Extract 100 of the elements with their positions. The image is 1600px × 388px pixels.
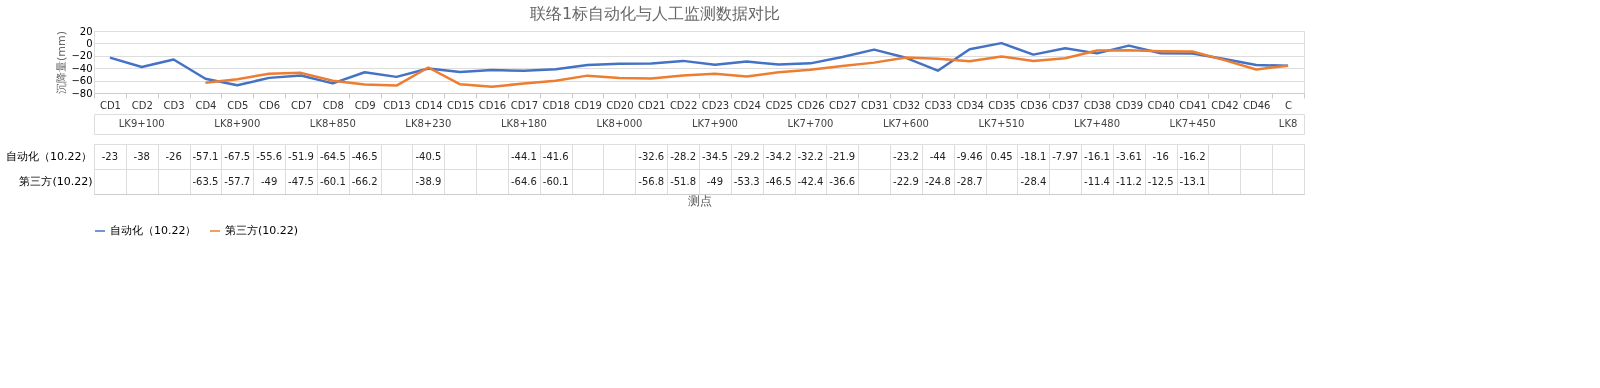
line-series [108,41,1290,87]
data-label: -46.5 [351,150,378,162]
text: LK7+450 [1169,118,1216,129]
data-label: -9.46 [956,150,983,162]
x-tick-label: CD7 [290,99,312,111]
x-tick-label: CD36 [1020,99,1048,111]
x-tick-label: CD42 [1211,99,1239,111]
x-tick-label: CD40 [1147,99,1175,111]
x-tick-label: CD24 [733,99,761,111]
x-tick-label: CD3 [163,99,185,111]
data-label: -38 [133,150,150,162]
data-label: -51.9 [288,150,314,162]
data-label: -56.8 [638,175,665,187]
data-label: -44.1 [510,150,537,162]
data-label: 0.45 [990,150,1013,162]
text: LK7+700 [787,118,834,129]
data-label: -13.1 [1179,175,1206,187]
text: LK8+850 [309,118,356,129]
data-label: -38.9 [415,175,442,187]
data-label: -23 [101,150,119,162]
text: LK8 [1278,118,1298,129]
x-tick-label: CD5 [227,99,249,111]
data-label: -51.8 [670,175,697,187]
data-label: -32.2 [797,150,824,162]
data-label: -49 [260,175,278,187]
data-label: -12.5 [1147,175,1174,187]
data-label: -21.9 [829,150,856,162]
data-label: -28.7 [956,175,983,187]
data-label: -29.2 [733,150,760,162]
x-tick-label: CD17 [510,99,539,111]
data-label: -40.5 [415,150,442,162]
data-label: -41.6 [542,150,569,162]
x-tick-label: CD4 [195,99,217,111]
x-tick-label: CD41 [1179,99,1207,111]
x-tick-label: CD1 [99,99,121,111]
y-tick-label: −40 [71,62,93,74]
text: 测点 [687,193,712,208]
chart-title: 联络1标自动化与人工监测数据对比 [529,3,781,23]
data-label: -11.4 [1084,175,1110,187]
x-tick-label: CD38 [1083,99,1112,111]
text: 第三方(10.22) [19,175,93,188]
y-tick-label: 20 [79,25,93,37]
x-tick-label: CD20 [606,99,634,111]
x-tick-label: CD19 [574,99,602,111]
data-label: -64.5 [319,150,346,162]
data-label: -60.1 [319,175,346,187]
data-label: -16.2 [1179,150,1206,162]
text: LK8+000 [596,118,643,129]
data-label: -60.1 [542,175,569,187]
data-label: -32.6 [638,150,665,162]
data-label: -42.4 [797,175,824,187]
legend-label: 第三方(10.22) [225,224,299,237]
x-tick-label: C [1285,99,1293,111]
x-tick-label: CD35 [988,99,1016,111]
data-label: -64.6 [510,175,537,187]
x-tick-label: CD6 [259,99,281,111]
data-label: -26 [165,150,182,162]
text: LK7+600 [882,118,929,129]
data-label: -28.2 [670,150,697,162]
x-tick-label: CD33 [924,99,953,111]
data-label: -18.1 [1020,150,1047,162]
x-tick-label: CD16 [478,99,507,111]
text: LK8+900 [214,118,261,129]
x-tick-label: CD31 [860,99,889,111]
data-label: -53.3 [733,175,760,187]
data-label: -28.4 [1020,175,1047,187]
data-label: -22.9 [893,175,919,187]
data-label: -44 [929,150,946,162]
x-tick-label: CD14 [415,99,443,111]
data-label: -55.6 [256,150,283,162]
x-tick-label: CD39 [1115,99,1144,111]
data-label: -36.6 [829,175,856,187]
line-series [204,49,1290,89]
text: LK7+510 [978,118,1025,129]
data-label: -16.1 [1084,150,1110,162]
data-label: -63.5 [192,175,219,187]
data-label: -16 [1152,150,1169,162]
data-label: -7.97 [1052,150,1079,162]
data-label: -57.7 [224,175,251,187]
data-label: -66.2 [351,175,378,187]
x-tick-label: CD8 [322,99,344,111]
x-tick-label: CD46 [1243,99,1271,111]
data-label: -47.5 [288,175,314,187]
y-tick-label: 0 [86,37,93,49]
text: LK9+100 [118,118,165,129]
text: LK8+180 [500,118,547,129]
x-tick-label: CD34 [956,99,984,111]
x-tick-label: CD13 [383,99,411,111]
data-label: -57.1 [192,150,219,162]
x-tick-label: CD37 [1051,99,1080,111]
x-tick-label: CD23 [701,99,730,111]
data-label: -67.5 [224,150,251,162]
y-tick-label: −80 [71,87,93,99]
x-tick-label: CD32 [892,99,921,111]
x-tick-label: CD18 [542,99,570,111]
x-tick-label: CD9 [354,99,376,111]
text: LK7+480 [1074,118,1121,129]
x-tick-label: CD21 [638,99,666,111]
data-label: -11.2 [1115,175,1142,187]
x-tick-label: CD15 [446,99,475,111]
